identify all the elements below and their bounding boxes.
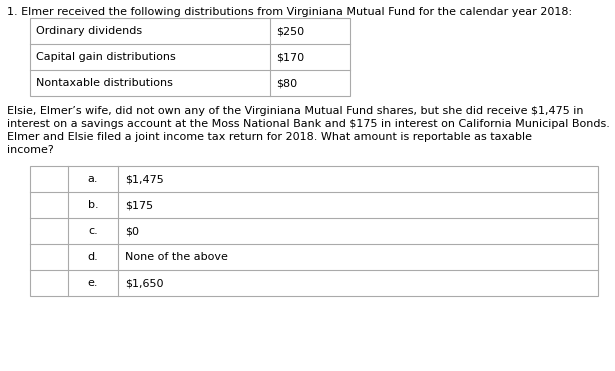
Text: d.: d. [87, 252, 98, 262]
Text: $0: $0 [125, 226, 139, 236]
Text: $175: $175 [125, 200, 153, 210]
Text: e.: e. [88, 278, 98, 288]
Text: $80: $80 [276, 78, 297, 88]
Bar [30, 166, 598, 296]
Text: Nontaxable distributions: Nontaxable distributions [36, 78, 173, 88]
Text: Elmer and Elsie filed a joint income tax return for 2018. What amount is reporta: Elmer and Elsie filed a joint income tax… [7, 132, 536, 142]
Text: $250: $250 [276, 26, 304, 36]
Text: $1,475: $1,475 [125, 174, 164, 184]
Text: a.: a. [88, 174, 98, 184]
Text: None of the above: None of the above [125, 252, 228, 262]
Text: 1. Elmer received the following distributions from Virginiana Mutual Fund for th: 1. Elmer received the following distribu… [7, 7, 572, 17]
Text: $170: $170 [276, 52, 304, 62]
Text: Elsie, Elmer’s wife, did not own any of the Virginiana Mutual Fund shares, but s: Elsie, Elmer’s wife, did not own any of … [7, 106, 584, 116]
Text: interest on a savings account at the Moss National Bank and $175 in interest on : interest on a savings account at the Mos… [7, 119, 610, 129]
Text: b.: b. [88, 200, 98, 210]
Text: c.: c. [88, 226, 98, 236]
Bar [30, 18, 350, 96]
Text: income?: income? [7, 145, 54, 155]
Text: Capital gain distributions: Capital gain distributions [36, 52, 176, 62]
Text: $1,650: $1,650 [125, 278, 164, 288]
Text: Ordinary dividends: Ordinary dividends [36, 26, 142, 36]
